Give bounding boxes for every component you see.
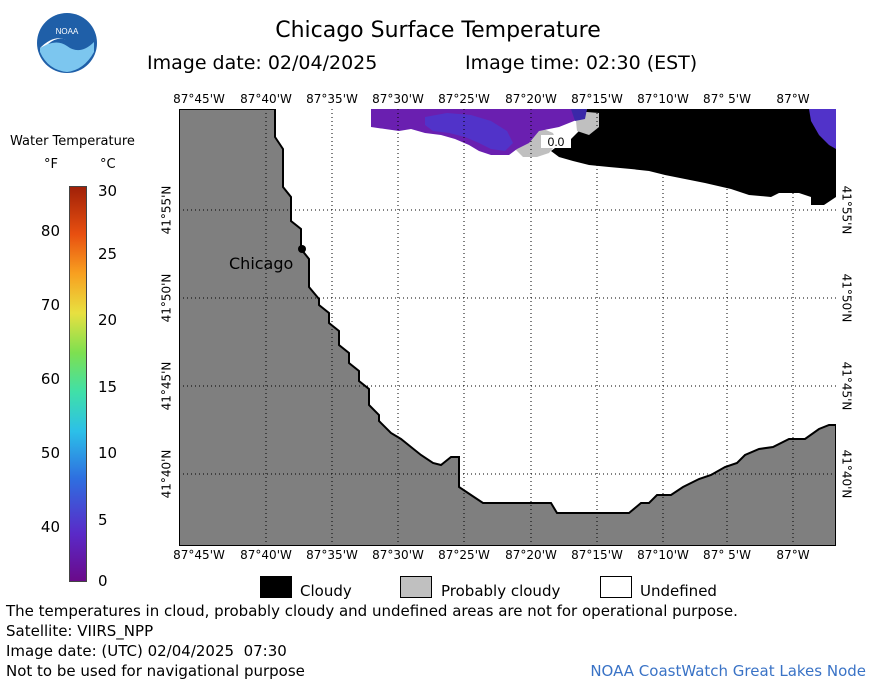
legend-swatch-undefined	[600, 576, 632, 598]
lon-label: 87°30'W	[372, 548, 424, 562]
lon-label: 87°40'W	[240, 92, 292, 106]
lon-label: 87°20'W	[505, 548, 557, 562]
lon-label: 87°20'W	[505, 92, 557, 106]
noaa-logo: NOAA	[36, 12, 98, 74]
legend-swatch-probably-cloudy	[400, 576, 432, 598]
satellite-text: Satellite: VIIRS_NPP	[6, 622, 154, 640]
lon-label: 87°15'W	[571, 92, 623, 106]
image-date: Image date: 02/04/2025	[147, 52, 378, 74]
legend-label-probably-cloudy: Probably cloudy	[441, 582, 561, 600]
logo-text: NOAA	[56, 27, 79, 36]
lon-label: 87°30'W	[372, 92, 424, 106]
legend-label-cloudy: Cloudy	[300, 582, 352, 600]
page-title: Chicago Surface Temperature	[275, 18, 601, 43]
lat-label: 41°45'N	[159, 361, 174, 411]
scale-tick-c: 5	[98, 511, 108, 529]
scale-tick-f: 60	[40, 370, 60, 388]
disclaimer-text: The temperatures in cloud, probably clou…	[6, 602, 738, 620]
land-area	[179, 109, 836, 546]
lon-label: 87°35'W	[306, 92, 358, 106]
city-marker	[298, 245, 306, 253]
scale-tick-f: 50	[40, 444, 60, 462]
scale-tick-c: 15	[98, 378, 118, 396]
lat-label: 41°50'N	[839, 273, 854, 323]
scale-tick-c: 25	[98, 245, 118, 263]
lon-label: 87°45'W	[173, 548, 225, 562]
lon-label: 87° 5'W	[703, 548, 751, 562]
scale-tick-c: 20	[98, 311, 118, 329]
unit-fahrenheit: °F	[44, 157, 58, 172]
lat-label: 41°40'N	[159, 449, 174, 499]
scale-tick-f: 40	[40, 518, 60, 536]
cloudy-area	[551, 109, 836, 205]
city-label: Chicago	[229, 254, 294, 273]
color-scale-bar	[69, 186, 87, 582]
lat-label: 41°45'N	[839, 361, 854, 411]
legend-swatch-cloudy	[260, 576, 292, 598]
scale-tick-f: 70	[40, 296, 60, 314]
lat-label: 41°50'N	[159, 273, 174, 323]
temperature-label: 0.0	[548, 135, 565, 149]
unit-celsius: °C	[100, 157, 116, 172]
lon-label: 87°35'W	[306, 548, 358, 562]
image-date-utc: Image date: (UTC) 02/04/2025 07:30	[6, 642, 287, 660]
lon-label: 87°40'W	[240, 548, 292, 562]
lon-label: 87°25'W	[438, 92, 490, 106]
image-time: Image time: 02:30 (EST)	[465, 52, 698, 74]
lon-label: 87°45'W	[173, 92, 225, 106]
credit-text: NOAA CoastWatch Great Lakes Node	[590, 662, 866, 680]
scale-tick-c: 30	[98, 182, 118, 200]
legend-label-undefined: Undefined	[640, 582, 717, 600]
lon-label: 87°25'W	[438, 548, 490, 562]
lat-label: 41°55'N	[159, 185, 174, 235]
temperature-map: 0.0	[179, 109, 836, 546]
lon-label: 87°W	[776, 548, 810, 562]
lat-label: 41°40'N	[839, 449, 854, 499]
lat-label: 41°55'N	[839, 185, 854, 235]
lon-label: 87°W	[776, 92, 810, 106]
scale-tick-c: 10	[98, 444, 118, 462]
navigation-warning: Not to be used for navigational purpose	[6, 662, 305, 680]
lon-label: 87°15'W	[571, 548, 623, 562]
scale-title: Water Temperature	[10, 134, 135, 149]
graticule	[179, 109, 836, 546]
scale-tick-c: 0	[98, 572, 108, 590]
scale-tick-f: 80	[40, 222, 60, 240]
lon-label: 87°10'W	[637, 548, 689, 562]
lon-label: 87°10'W	[637, 92, 689, 106]
lon-label: 87° 5'W	[703, 92, 751, 106]
